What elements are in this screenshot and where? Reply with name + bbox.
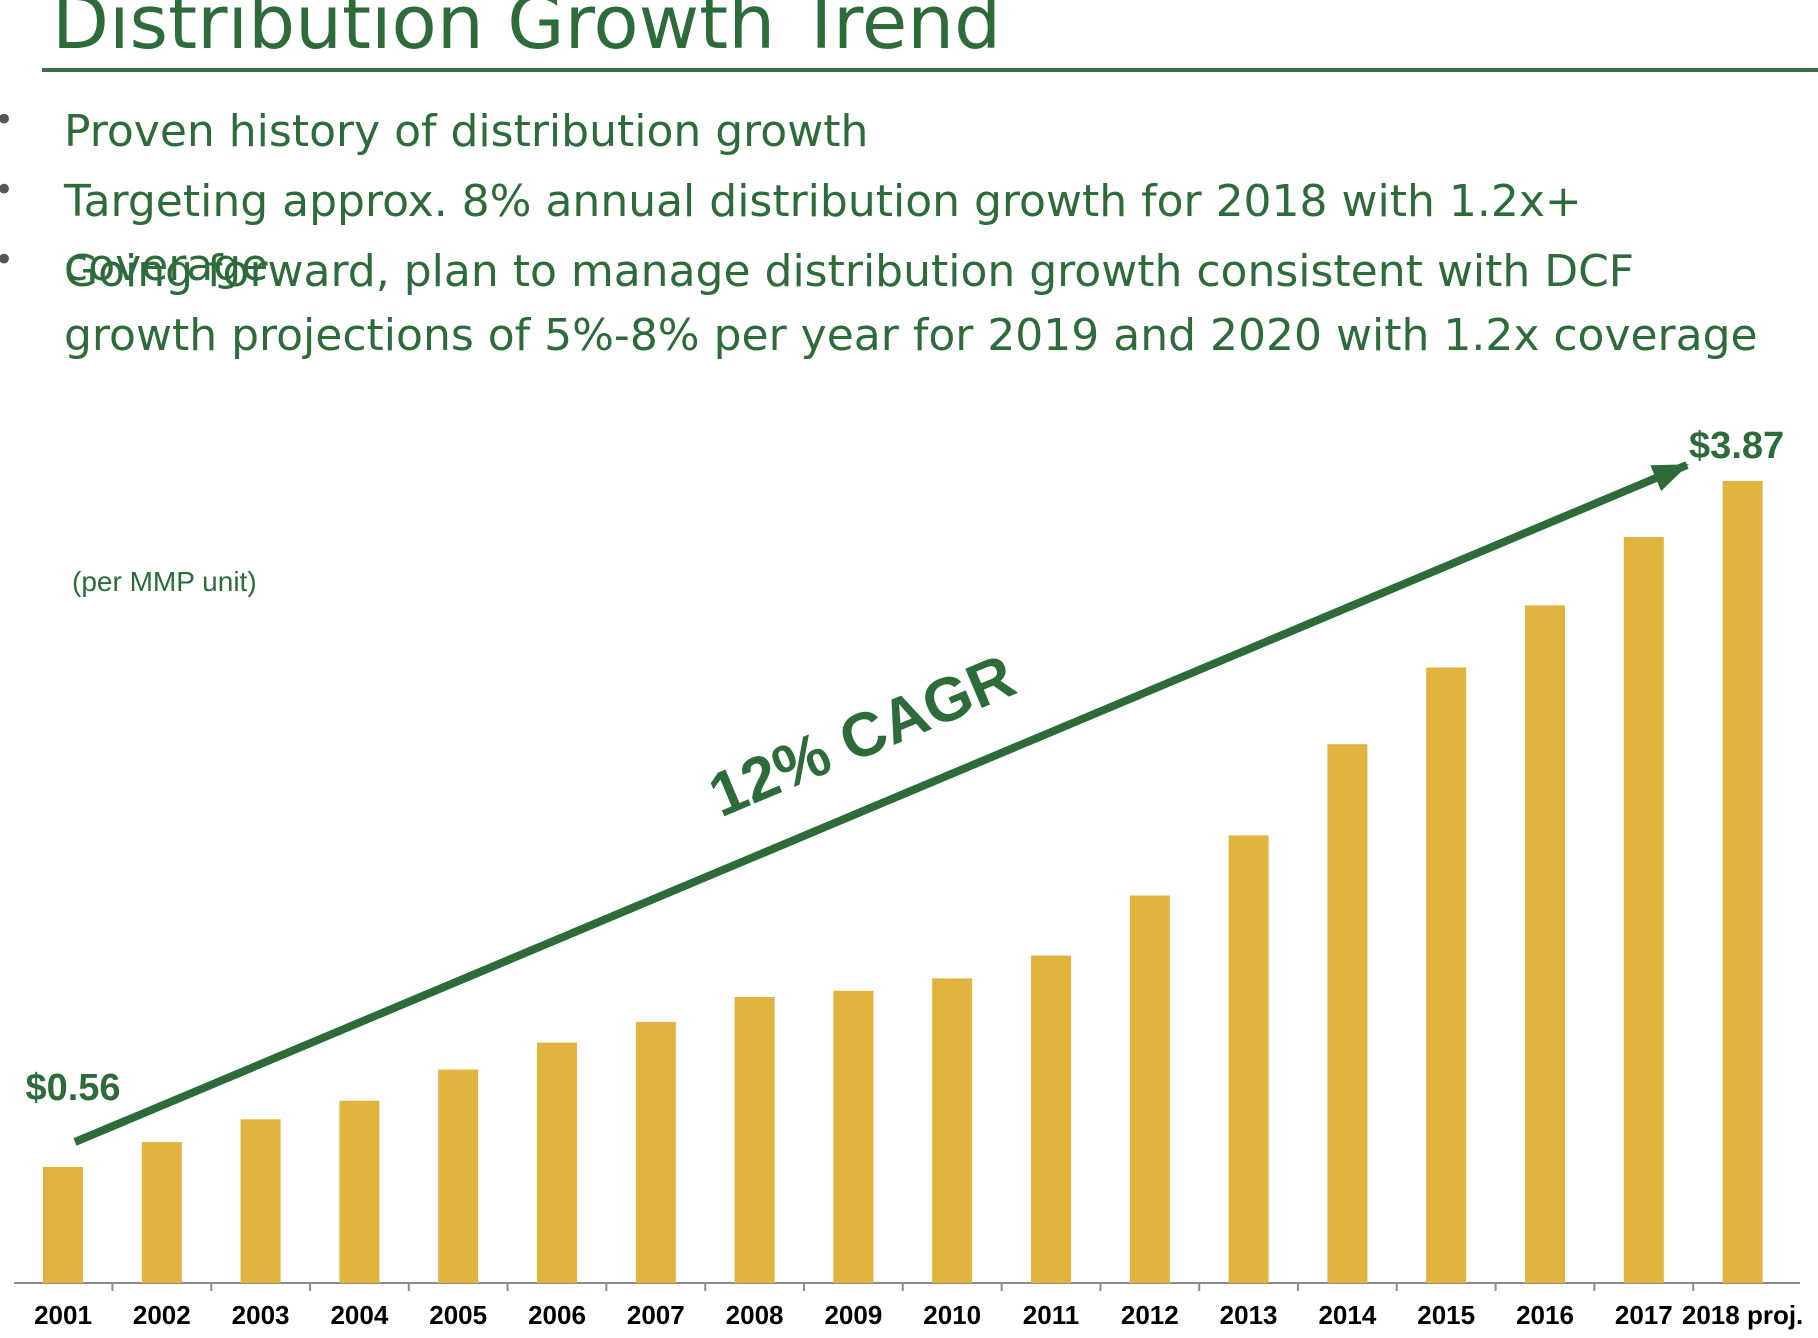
bullet-marker: • [0, 240, 14, 280]
bar-2015 [1426, 667, 1467, 1283]
bullet-text: Proven history of distribution growth [64, 106, 869, 157]
x-tick-label: 2006 [528, 1300, 586, 1330]
bar-2011 [1031, 955, 1071, 1283]
unit-note: (per MMP unit) [72, 566, 257, 597]
data-label-2018-proj-: $3.87 [1689, 425, 1784, 467]
x-tick-label: 2009 [824, 1300, 882, 1330]
x-tick-label: 2003 [232, 1300, 290, 1330]
x-tick-label: 2005 [429, 1300, 487, 1330]
x-tick-label: 2001 [34, 1300, 92, 1330]
bar-2006 [537, 1042, 577, 1283]
bar-2016 [1525, 605, 1565, 1283]
title-underline [42, 68, 1818, 72]
bar-2002 [141, 1142, 182, 1283]
x-tick-label: 2014 [1318, 1300, 1376, 1330]
bar-2012 [1129, 895, 1170, 1283]
data-label-2001: $0.56 [25, 1067, 120, 1109]
x-tick-label: 2013 [1220, 1300, 1278, 1330]
cagr-trend-arrow [73, 461, 1689, 1146]
bar-2018-proj- [1722, 481, 1763, 1283]
x-tick-label: 2012 [1121, 1300, 1179, 1330]
bar-2010 [932, 978, 973, 1283]
x-tick-label: 2017 [1615, 1300, 1673, 1330]
bar-2017 [1623, 536, 1664, 1283]
bullet-text: Going forward, plan to manage distributi… [64, 246, 1758, 361]
bar-2014 [1327, 744, 1368, 1283]
bar-2004 [339, 1100, 380, 1283]
bar-2008 [734, 997, 775, 1283]
bar-2005 [438, 1069, 479, 1283]
x-tick-label: 2008 [726, 1300, 784, 1330]
x-tick-label: 2007 [627, 1300, 685, 1330]
slide-title: Distribution Growth Trend [52, 0, 1002, 66]
x-tick-label: 2010 [923, 1300, 981, 1330]
bar-2013 [1228, 835, 1269, 1283]
bar-2001 [43, 1166, 83, 1283]
x-tick-label: 2011 [1023, 1300, 1079, 1330]
bar-2009 [833, 990, 874, 1283]
x-tick-label: 2002 [133, 1300, 191, 1330]
bar-2003 [240, 1119, 281, 1283]
bar-2007 [635, 1021, 676, 1283]
cagr-label: 12% CAGR [699, 642, 1024, 831]
x-tick-label: 2015 [1417, 1300, 1475, 1330]
bullet-marker: • [0, 100, 14, 140]
x-tick-label: 2004 [330, 1300, 388, 1330]
bullet-text: Targeting approx. 8% annual distribution… [64, 176, 1582, 291]
x-tick-label: 2018 proj. [1682, 1300, 1803, 1330]
bullet-marker: • [0, 170, 14, 210]
chart-plot-area: 2001 2002 2003 2004 2005 2006 2007 2008 2009 2010… [14, 425, 1803, 1330]
x-tick-label: 2016 [1516, 1300, 1574, 1330]
